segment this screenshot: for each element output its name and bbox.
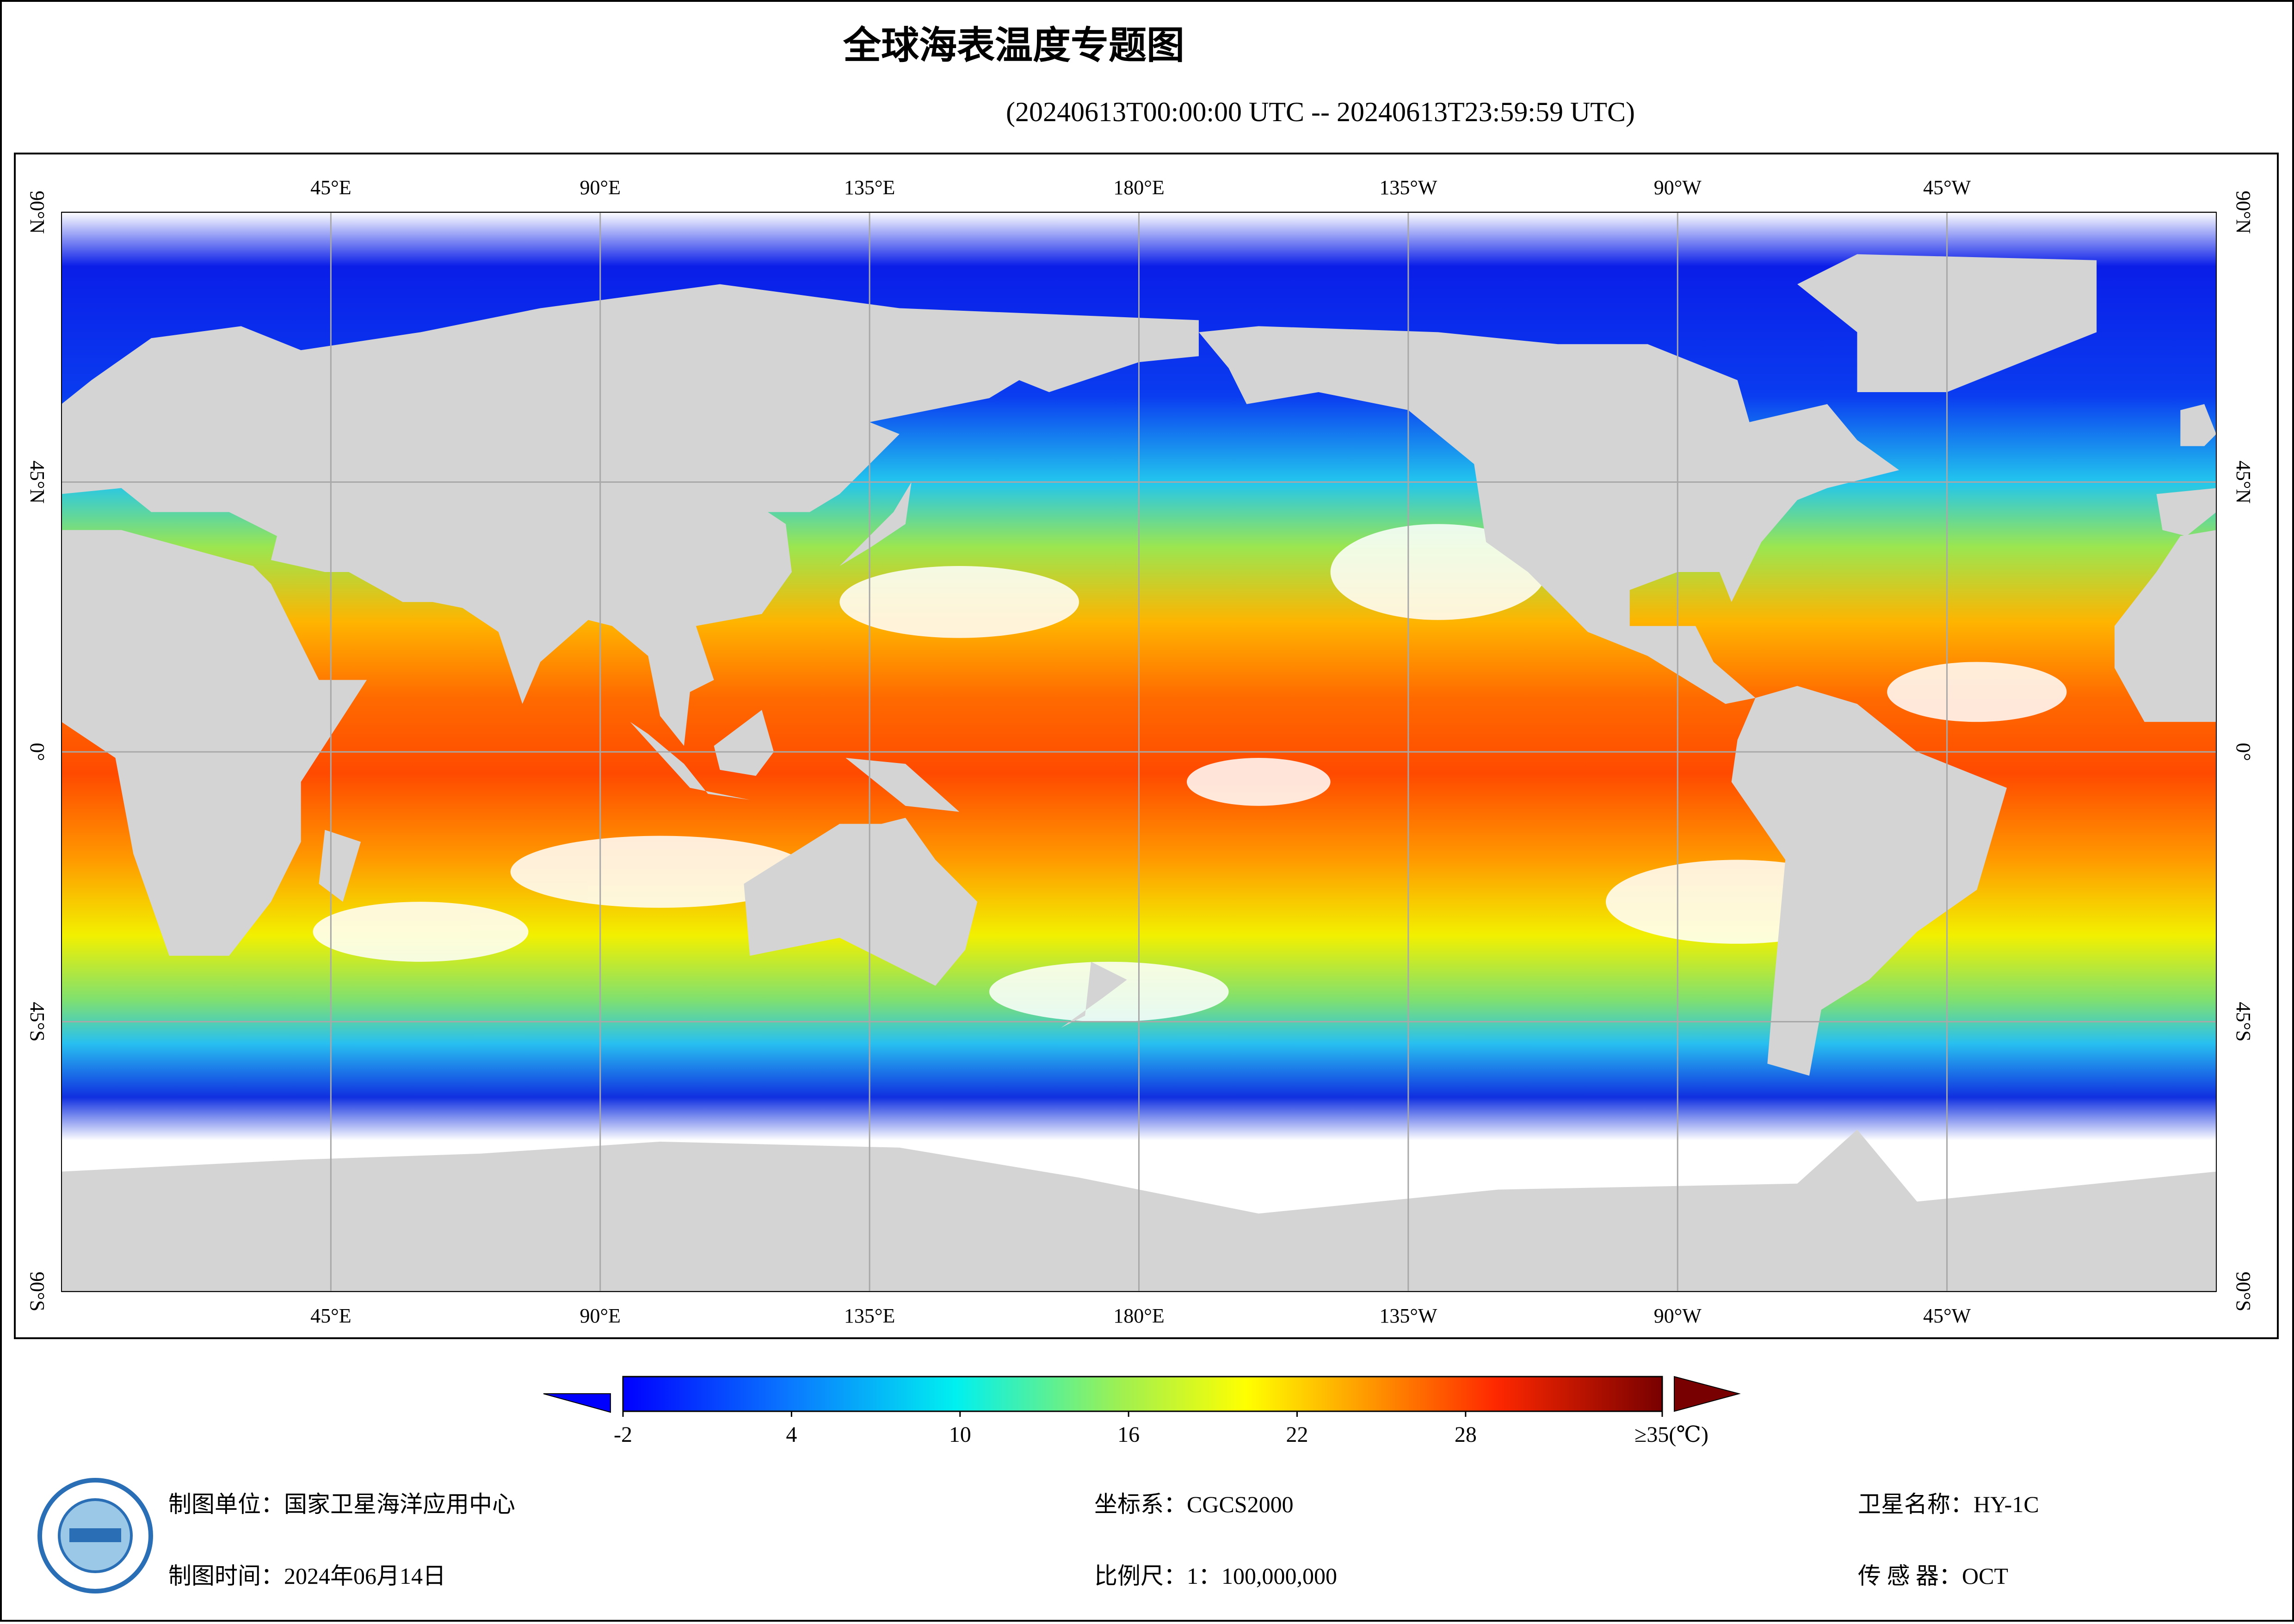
lon-label-bottom: 90°E [580, 1304, 621, 1327]
colorbar-under-arrow [543, 1393, 611, 1413]
lon-label-bottom: 90°W [1654, 1304, 1702, 1327]
landmass [714, 710, 774, 776]
landmass [2180, 404, 2216, 446]
lon-label-top: 90°W [1654, 176, 1702, 199]
map-border [61, 212, 2217, 1292]
colorbar-label: 4 [786, 1422, 797, 1447]
map-unit: 制图单位：国家卫星海洋应用中心 [168, 1491, 515, 1517]
colorbar-label: -2 [614, 1422, 632, 1447]
lon-label-top: 180°E [1113, 176, 1164, 199]
landmass [319, 830, 361, 902]
landmass [845, 757, 960, 812]
coordinate-system: 坐标系：CGCS2000 [1094, 1491, 1294, 1517]
landmass [62, 530, 367, 956]
title: 全球海表温度专题图 [843, 24, 1184, 68]
landmass [2156, 488, 2216, 536]
lat-label-right: 45°N [2232, 461, 2255, 504]
lat-label-left: 90°N [26, 191, 49, 234]
lon-label-bottom: 135°W [1379, 1304, 1437, 1327]
colorbar-label: 10 [949, 1422, 971, 1447]
logo [37, 1478, 153, 1593]
landmass [744, 818, 978, 986]
landmass [62, 284, 1199, 746]
lon-label-top: 45°E [310, 176, 351, 199]
landmass [1198, 326, 1899, 704]
map-frame [14, 153, 2279, 1339]
map-scale: 比例尺：1：100,000,000 [1094, 1563, 1337, 1589]
colorbar-label: 16 [1117, 1422, 1140, 1447]
landmass [2114, 530, 2216, 722]
lon-label-top: 135°W [1379, 176, 1437, 199]
lon-label-top: 90°E [580, 176, 621, 199]
lon-label-bottom: 45°W [1923, 1304, 1971, 1327]
lat-label-right: 45°S [2232, 1002, 2255, 1041]
landmass [1731, 686, 2007, 1076]
colorbar-label: 28 [1455, 1422, 1477, 1447]
lat-label-left: 45°S [26, 1002, 49, 1041]
lon-label-bottom: 45°E [310, 1304, 351, 1327]
lat-label-right: 0° [2232, 743, 2255, 761]
colorbar-over-arrow [1674, 1376, 1741, 1412]
colorbar [622, 1376, 1663, 1412]
subtitle: (20240613T00:00:00 UTC -- 20240613T23:59… [1006, 97, 1635, 127]
colorbar-label: 22 [1286, 1422, 1308, 1447]
lon-label-top: 45°W [1923, 176, 1971, 199]
lat-label-left: 45°N [26, 461, 49, 504]
lat-label-left: 90°S [26, 1272, 49, 1311]
colorbar-label: ≥35(℃) [1634, 1422, 1708, 1447]
landmass [1061, 961, 1127, 1028]
colorbar-ticks: -2 4 10 16 22 28 ≥35(℃) [614, 1411, 1708, 1447]
lat-label-right: 90°N [2232, 191, 2255, 234]
landmass [839, 482, 912, 566]
sensor-name: 传 感 器：OCT [1858, 1563, 2008, 1589]
lat-label-right: 90°S [2232, 1272, 2255, 1311]
lat-label-left: 0° [26, 743, 49, 761]
lon-label-bottom: 135°E [844, 1304, 895, 1327]
satellite-name: 卫星名称：HY-1C [1858, 1491, 2039, 1517]
landmass [630, 722, 750, 800]
lon-label-bottom: 180°E [1113, 1304, 1164, 1327]
lon-label-top: 135°E [844, 176, 895, 199]
map-date: 制图时间：2024年06月14日 [168, 1563, 446, 1589]
